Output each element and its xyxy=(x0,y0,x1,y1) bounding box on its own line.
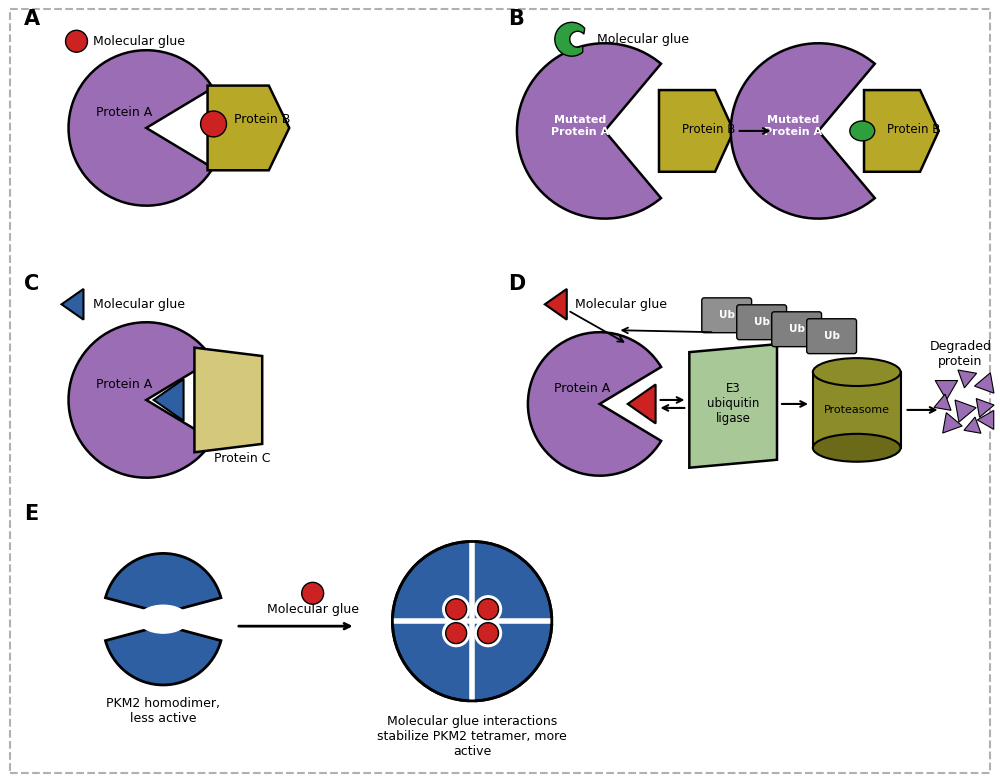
Bar xyxy=(813,372,901,448)
Wedge shape xyxy=(105,554,221,613)
Text: Ub: Ub xyxy=(719,310,735,321)
Polygon shape xyxy=(964,417,981,433)
Wedge shape xyxy=(105,625,221,685)
Text: Protein A: Protein A xyxy=(554,382,610,395)
Text: A: A xyxy=(24,9,40,29)
Wedge shape xyxy=(392,541,472,621)
FancyBboxPatch shape xyxy=(807,319,857,353)
FancyBboxPatch shape xyxy=(702,298,752,332)
Text: Molecular glue: Molecular glue xyxy=(575,298,667,310)
Circle shape xyxy=(475,619,501,647)
Wedge shape xyxy=(528,332,661,475)
Polygon shape xyxy=(689,344,777,468)
Wedge shape xyxy=(731,43,875,219)
Polygon shape xyxy=(864,90,939,172)
Wedge shape xyxy=(69,322,213,478)
Polygon shape xyxy=(935,381,958,400)
Text: Degraded
protein: Degraded protein xyxy=(929,340,991,368)
Text: E: E xyxy=(24,504,38,523)
Circle shape xyxy=(446,622,467,644)
Text: Protein B: Protein B xyxy=(234,113,291,126)
Polygon shape xyxy=(934,394,951,411)
Circle shape xyxy=(443,596,470,622)
Circle shape xyxy=(478,599,499,619)
Text: D: D xyxy=(508,274,525,294)
Polygon shape xyxy=(194,348,262,452)
Text: PKM2 homodimer,
less active: PKM2 homodimer, less active xyxy=(106,697,220,725)
Polygon shape xyxy=(62,289,83,320)
Circle shape xyxy=(478,622,499,644)
Polygon shape xyxy=(208,85,289,170)
Wedge shape xyxy=(472,621,552,701)
Text: Ub: Ub xyxy=(824,332,840,341)
Polygon shape xyxy=(154,379,184,421)
Polygon shape xyxy=(958,370,977,388)
Circle shape xyxy=(475,596,501,622)
Text: Protein C: Protein C xyxy=(214,452,271,465)
Circle shape xyxy=(446,599,467,619)
Text: Protein A: Protein A xyxy=(96,378,152,391)
Ellipse shape xyxy=(813,434,901,461)
Circle shape xyxy=(302,583,324,604)
Text: Protein B: Protein B xyxy=(682,123,736,136)
Polygon shape xyxy=(545,289,567,320)
Text: Protein B: Protein B xyxy=(887,123,941,136)
Circle shape xyxy=(443,619,470,647)
Ellipse shape xyxy=(850,121,875,141)
Ellipse shape xyxy=(138,605,188,633)
Polygon shape xyxy=(976,399,994,418)
Text: Ub: Ub xyxy=(789,325,805,334)
Polygon shape xyxy=(659,90,734,172)
Text: Ub: Ub xyxy=(754,317,770,327)
Polygon shape xyxy=(628,385,656,424)
Circle shape xyxy=(66,30,87,52)
Wedge shape xyxy=(69,50,213,206)
Polygon shape xyxy=(943,413,962,433)
Text: Molecular glue: Molecular glue xyxy=(93,34,185,48)
Ellipse shape xyxy=(813,358,901,386)
Text: Proteasome: Proteasome xyxy=(824,405,890,415)
Polygon shape xyxy=(955,400,976,422)
Text: Molecular glue: Molecular glue xyxy=(597,33,689,46)
Polygon shape xyxy=(977,411,994,429)
Circle shape xyxy=(201,111,226,137)
FancyBboxPatch shape xyxy=(772,312,822,346)
Text: C: C xyxy=(24,274,39,294)
FancyBboxPatch shape xyxy=(737,305,787,339)
Text: Protein A: Protein A xyxy=(96,106,152,119)
Polygon shape xyxy=(555,23,585,56)
Text: Mutated
Protein A: Mutated Protein A xyxy=(551,115,609,137)
Polygon shape xyxy=(974,373,994,393)
Wedge shape xyxy=(517,43,661,219)
Text: B: B xyxy=(508,9,524,29)
Text: E3
ubiquitin
ligase: E3 ubiquitin ligase xyxy=(707,382,759,425)
Wedge shape xyxy=(392,621,472,701)
Wedge shape xyxy=(472,541,552,621)
Text: Molecular glue: Molecular glue xyxy=(267,603,359,616)
Text: Molecular glue: Molecular glue xyxy=(93,298,185,310)
Text: Mutated
Protein A: Mutated Protein A xyxy=(764,115,823,137)
Text: Molecular glue interactions
stabilize PKM2 tetramer, more
active: Molecular glue interactions stabilize PK… xyxy=(377,715,567,758)
